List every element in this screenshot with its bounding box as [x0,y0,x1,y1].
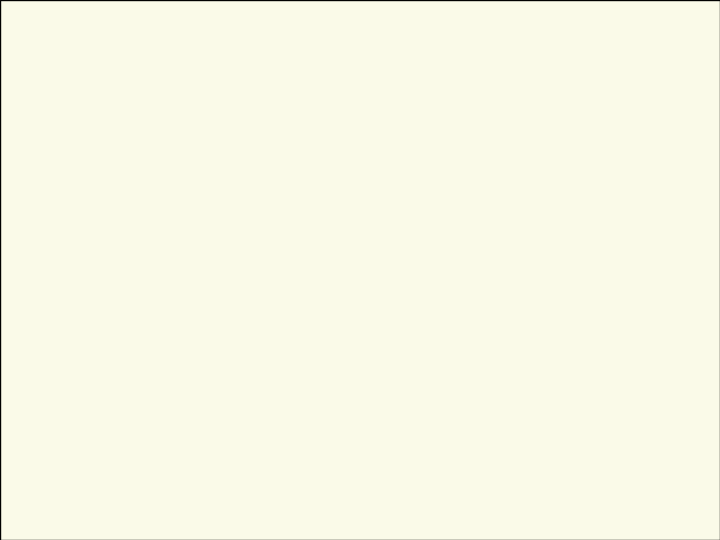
Text: 28: 28 [553,139,570,153]
Text: and: and [210,71,256,89]
Text: $\overline{RS}$: $\overline{RS}$ [30,70,54,91]
Text: $\overline{RS}$: $\overline{RS}$ [30,233,54,253]
Text: Find the value of: Find the value of [30,93,194,111]
FancyBboxPatch shape [10,10,132,40]
Text: 8: 8 [40,356,52,374]
Text: Find the radius of a circle: Find the radius of a circle [148,16,407,34]
Text: =: = [53,296,78,314]
Text: .: . [307,356,313,374]
Text: S: S [198,71,210,89]
Text: $\overline{RT}$: $\overline{RT}$ [72,233,96,253]
Text: is tangent to: is tangent to [58,71,190,89]
Text: Tangent segments from the same point are: Tangent segments from the same point are [205,234,616,252]
Text: x: x [70,356,81,374]
Text: R: R [419,176,428,188]
Text: 28: 28 [30,296,53,314]
FancyBboxPatch shape [20,128,141,158]
Text: .: . [422,71,428,89]
Text: S: S [674,126,681,139]
Text: =: = [56,234,81,252]
Text: C: C [376,71,388,89]
Text: EXAMPLE 6: EXAMPLE 6 [23,17,119,32]
Text: at: at [175,71,206,89]
Text: x: x [295,356,306,374]
Text: $\overline{RT}$: $\overline{RT}$ [244,70,269,91]
Text: 3x + 4: 3x + 4 [539,210,583,223]
Text: ⊙: ⊙ [364,71,378,89]
Text: SOLUTION: SOLUTION [36,136,124,151]
Text: T: T [411,71,423,89]
Text: .: . [182,93,189,111]
Text: =: = [53,356,78,374]
Text: 3: 3 [68,296,80,314]
FancyBboxPatch shape [0,44,720,504]
Text: T: T [666,218,673,231]
Text: Solve for: Solve for [205,356,295,374]
Text: ≅: ≅ [628,234,643,252]
Text: is tangent to: is tangent to [272,71,404,89]
Text: ⊙: ⊙ [150,71,164,89]
Text: Substitute.: Substitute. [205,296,310,314]
Text: x: x [77,296,88,314]
Text: at: at [388,71,418,89]
Text: C: C [163,71,175,89]
FancyBboxPatch shape [6,6,136,44]
Text: + 4: + 4 [88,296,125,314]
Text: x: x [172,93,183,111]
Text: C: C [632,170,641,183]
